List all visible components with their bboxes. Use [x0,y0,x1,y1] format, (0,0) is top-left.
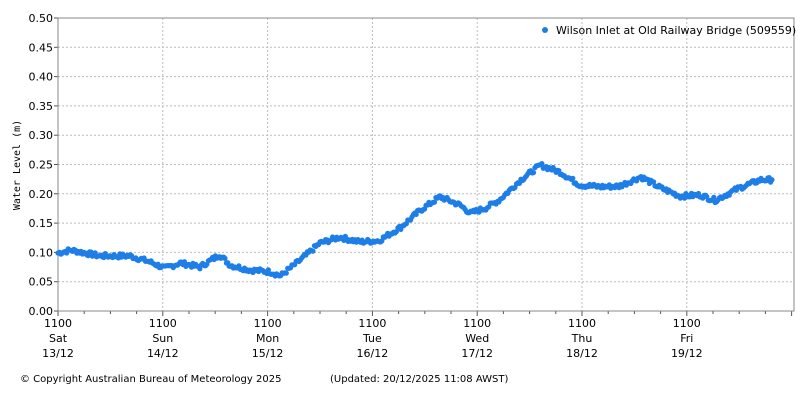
copyright-text: © Copyright Australian Bureau of Meteoro… [20,374,282,385]
updated-text: (Updated: 20/12/2025 11:08 AWST) [330,374,509,385]
y-tick-label: 0.35 [29,100,54,113]
data-point [310,248,316,254]
y-tick-label: 0.25 [29,159,54,172]
x-tick-label-date: 13/12 [42,347,74,360]
data-point [769,177,775,183]
data-point [197,266,203,272]
x-tick-label-time: 1100 [358,317,386,330]
data-point [431,199,438,205]
data-point [222,255,228,261]
legend-label: Wilson Inlet at Old Railway Bridge (5095… [556,24,796,37]
x-tick-label-day: Fri [680,332,693,345]
y-axis-label: Water Level (m) [12,120,23,210]
x-tick-label-day: Thu [571,332,593,345]
legend: Wilson Inlet at Old Railway Bridge (5095… [542,24,796,37]
x-tick-label-day: Sun [152,332,173,345]
x-tick-label-time: 1100 [673,317,701,330]
x-tick-label-time: 1100 [149,317,177,330]
x-tick-label-time: 1100 [463,317,491,330]
y-tick-label: 0.45 [29,41,54,54]
data-point [570,175,576,181]
plot-frame [57,17,795,312]
y-tick-label: 0.10 [29,246,54,259]
data-point [651,179,657,185]
data-point [539,161,545,167]
x-tick-label-date: 15/12 [252,347,284,360]
x-tick-label-day: Wed [465,332,489,345]
data-point [413,211,419,217]
y-tick-label: 0.15 [29,217,54,230]
data-point [283,270,289,276]
x-tick-label-day: Sat [49,332,68,345]
x-tick-label-date: 19/12 [671,347,703,360]
x-tick-label-day: Tue [362,332,382,345]
y-tick-label: 0.30 [29,129,54,142]
x-tick-label-date: 18/12 [566,347,598,360]
data-point [530,170,537,176]
data-point [85,253,91,259]
data-point [265,267,271,273]
y-tick-label: 0.50 [29,12,54,25]
y-tick-label: 0.00 [29,305,54,318]
x-tick-label-time: 1100 [44,317,72,330]
y-tick-label: 0.05 [29,276,54,289]
data-points [55,161,775,279]
axes: 0.00 0.05 0.10 0.15 0.20 0.25 0.30 0.35 0.40 0.45… [29,12,795,360]
x-tick-label-day: Mon [256,332,279,345]
x-tick-label-time: 1100 [254,317,282,330]
x-tick-label-time: 1100 [568,317,596,330]
x-tick-label-date: 14/12 [147,347,179,360]
y-tick-label: 0.40 [29,71,54,84]
y-tick-label: 0.20 [29,188,54,201]
data-point [711,194,717,200]
x-tick-label-date: 17/12 [461,347,493,360]
x-tick-label-date: 16/12 [357,347,389,360]
legend-marker [542,27,548,33]
data-point [379,238,385,244]
